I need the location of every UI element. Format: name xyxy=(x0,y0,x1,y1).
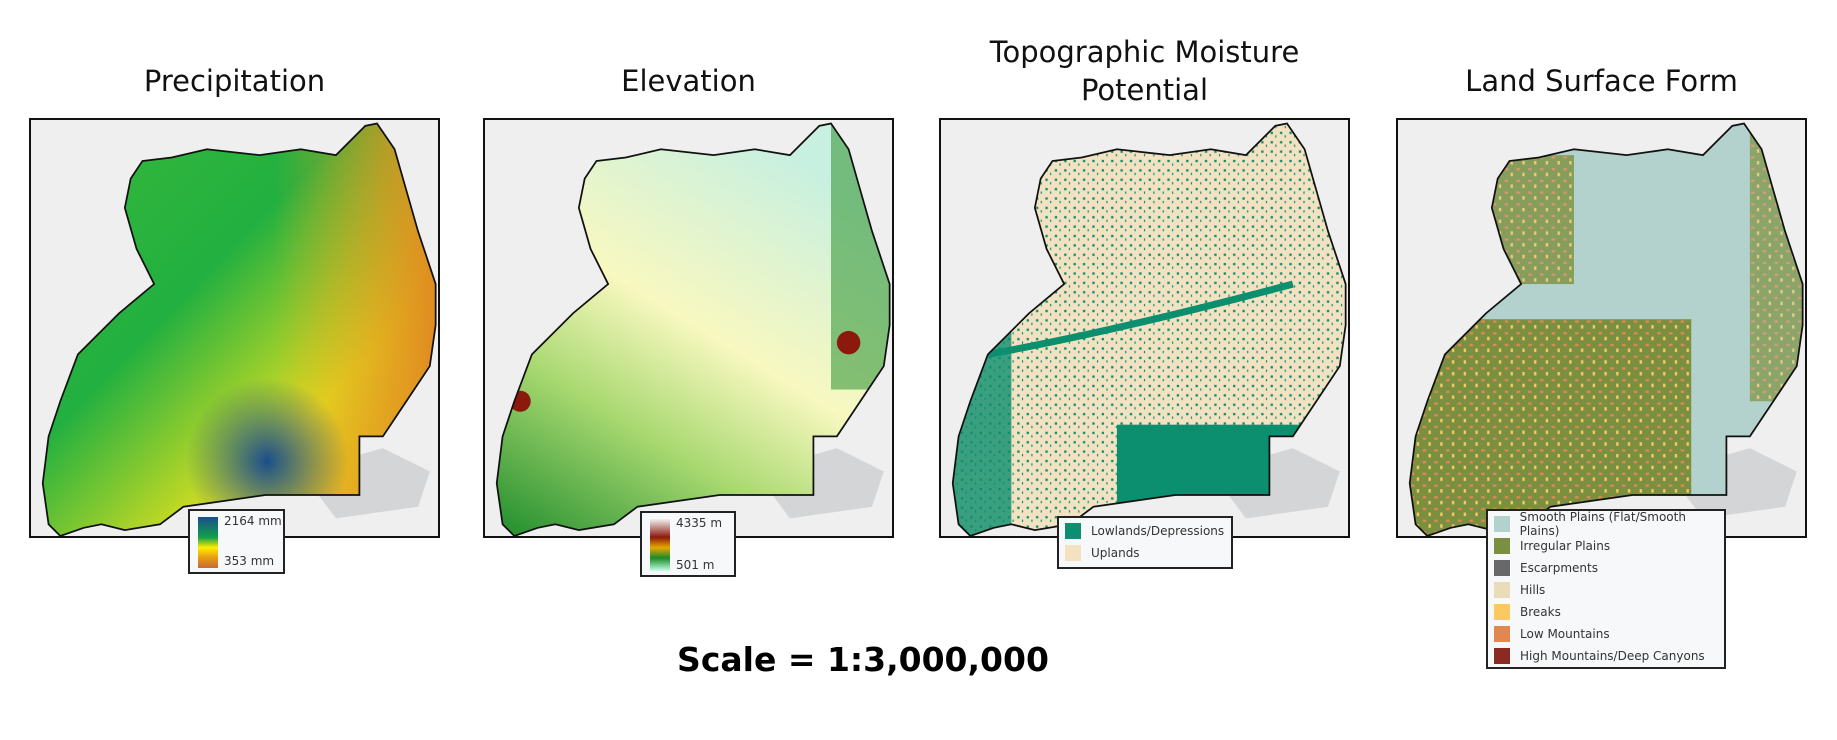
legend-label: High Mountains/Deep Canyons xyxy=(1520,649,1705,663)
elevation-legend: 4335 m 501 m xyxy=(640,511,736,577)
swatch xyxy=(1494,582,1510,598)
swatch xyxy=(1065,523,1081,539)
legend-item: Smooth Plains (Flat/Smooth Plains) xyxy=(1488,510,1724,538)
legend-label: Uplands xyxy=(1091,546,1140,560)
legend-item: High Mountains/Deep Canyons xyxy=(1488,645,1724,667)
legend-label: Irregular Plains xyxy=(1520,539,1611,553)
precipitation-color-ramp xyxy=(198,517,218,568)
elevation-title: Elevation xyxy=(621,64,756,98)
map-scale: Scale = 1:3,000,000 xyxy=(677,640,1049,679)
precipitation-legend: 2164 mm 353 mm xyxy=(188,509,285,574)
precipitation-map[interactable] xyxy=(29,118,440,538)
legend-label: Escarpments xyxy=(1520,561,1598,575)
moisture-title-line1: Topographic Moisture xyxy=(989,35,1300,69)
legend-label: Hills xyxy=(1520,583,1546,597)
legend-label: Low Mountains xyxy=(1520,627,1610,641)
moisture-map[interactable] xyxy=(939,118,1350,538)
swatch xyxy=(1065,545,1081,561)
landform-title: Land Surface Form xyxy=(1465,64,1738,98)
moisture-title: Topographic Moisture Potential xyxy=(939,33,1350,109)
elevation-color-ramp xyxy=(650,519,670,571)
swatch xyxy=(1494,516,1510,532)
legend-item: Hills xyxy=(1488,579,1724,601)
landform-legend: Smooth Plains (Flat/Smooth Plains) Irregu… xyxy=(1486,509,1726,669)
precipitation-title: Precipitation xyxy=(143,64,326,98)
legend-item: Low Mountains xyxy=(1488,623,1724,645)
legend-item: Escarpments xyxy=(1488,557,1724,579)
swatch xyxy=(1494,604,1510,620)
swatch xyxy=(1494,626,1510,642)
legend-min: 353 mm xyxy=(224,554,275,568)
swatch xyxy=(1494,538,1510,554)
legend-max: 4335 m xyxy=(676,516,723,530)
legend-max: 2164 mm xyxy=(224,514,282,528)
legend-item: Breaks xyxy=(1488,601,1724,623)
legend-item: Uplands xyxy=(1059,542,1231,564)
legend-label: Breaks xyxy=(1520,605,1561,619)
legend-label: Lowlands/Depressions xyxy=(1091,524,1225,538)
legend-min: 501 m xyxy=(676,558,715,572)
swatch xyxy=(1494,560,1510,576)
moisture-legend: Lowlands/Depressions Uplands xyxy=(1057,516,1233,569)
swatch xyxy=(1494,648,1510,664)
moisture-title-line2: Potential xyxy=(1080,73,1209,107)
legend-item: Irregular Plains xyxy=(1488,535,1724,557)
landform-map[interactable] xyxy=(1396,118,1807,538)
legend-item: Lowlands/Depressions xyxy=(1059,520,1231,542)
elevation-map[interactable] xyxy=(483,118,894,538)
legend-label: Smooth Plains (Flat/Smooth Plains) xyxy=(1519,510,1686,538)
